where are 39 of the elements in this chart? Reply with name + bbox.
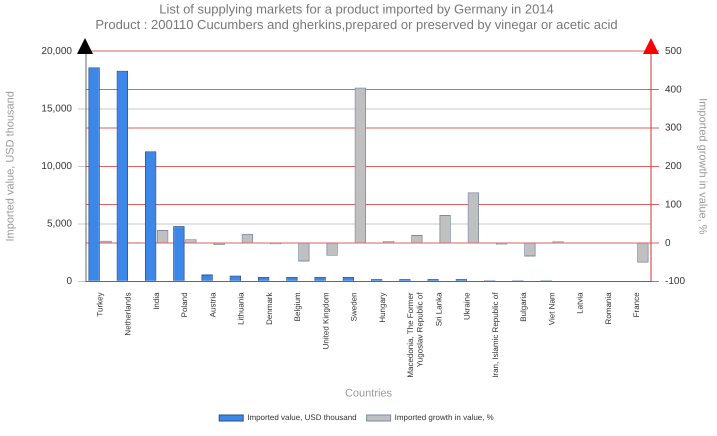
x-axis-title: Countries bbox=[344, 387, 393, 400]
x-tick-label: Belgium bbox=[293, 292, 302, 322]
y2-tick-label: 300 bbox=[665, 122, 682, 134]
y-axis-title: Imported value, USD thousand bbox=[4, 91, 17, 242]
legend-label: Imported growth in value, % bbox=[394, 413, 494, 422]
y-tick-label: 10,000 bbox=[41, 161, 72, 172]
x-tick-label: Romania bbox=[604, 292, 613, 324]
y2-tick-label: 0 bbox=[665, 238, 671, 249]
x-tick-label: United Kingdom bbox=[321, 292, 330, 350]
x-tick-label: Bulgaria bbox=[519, 292, 528, 322]
x-tick-label: Denmark bbox=[264, 291, 274, 325]
y2-tick-label: 500 bbox=[665, 46, 682, 57]
x-tick-label: India bbox=[152, 292, 161, 310]
x-tick-label: France bbox=[632, 292, 642, 318]
y-tick-label: 20,000 bbox=[41, 46, 72, 57]
y2-axis-title: Imported growth in value, % bbox=[696, 98, 708, 235]
y2-tick-label: -100 bbox=[665, 276, 686, 288]
x-tick-label: Lithuania bbox=[236, 292, 246, 325]
y2-tick-label: 100 bbox=[665, 199, 682, 210]
y-tick-label: 0 bbox=[66, 276, 72, 288]
x-tick-label: Ukraine bbox=[462, 292, 472, 320]
x-tick-label: Iran, Islamic Republic of bbox=[490, 292, 500, 378]
x-tick-label: Sri Lanka bbox=[434, 292, 444, 326]
x-tick-label: Poland bbox=[180, 292, 190, 318]
y-tick-label: 5,000 bbox=[46, 218, 72, 230]
y2-tick-label: 400 bbox=[665, 84, 682, 96]
x-tick-label: Turkey bbox=[95, 292, 104, 317]
legend-label: Imported value, USD thousand bbox=[247, 413, 357, 422]
x-tick-label: Sweden bbox=[350, 292, 359, 322]
y-tick-label: 15,000 bbox=[41, 104, 72, 115]
x-tick-label: Viet Nam bbox=[547, 292, 556, 326]
y2-tick-label: 200 bbox=[665, 161, 682, 172]
x-tick-label: Macedonia, The Former Yugoslav Republic of bbox=[406, 292, 425, 378]
x-tick-label: Hungary bbox=[378, 292, 387, 323]
chart-subtitle: Product : 200110 Cucumbers and gherkins,prepared or preserved by vinegar or acetic acid bbox=[95, 16, 618, 32]
x-tick-label: Netherlands bbox=[124, 292, 133, 336]
x-tick-label: Austria bbox=[208, 292, 218, 318]
chart-title: List of supplying markets for a product imported by Germany in 2014 bbox=[159, 1, 554, 16]
x-tick-label: Latvia bbox=[576, 292, 585, 314]
